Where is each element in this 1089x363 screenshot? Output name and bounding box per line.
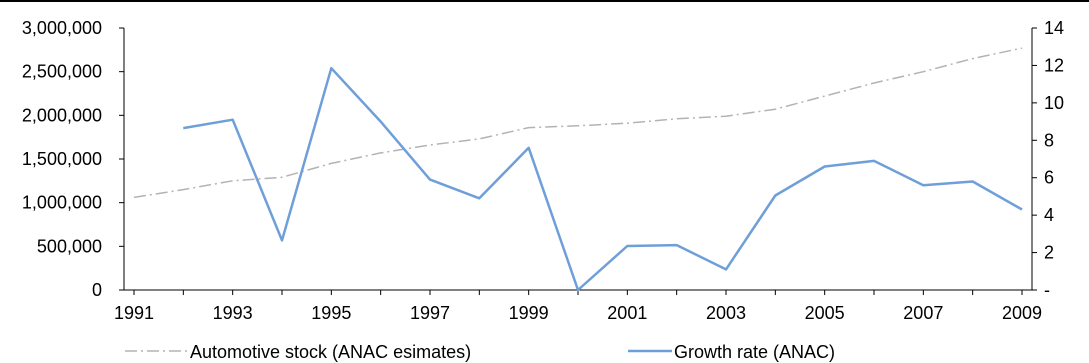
right-tick-label: 6 bbox=[1044, 168, 1054, 188]
x-tick-label: 1993 bbox=[213, 303, 253, 323]
x-tick-label: 2007 bbox=[903, 303, 943, 323]
left-tick-label: 3,000,000 bbox=[22, 18, 102, 38]
x-tick-label: 1995 bbox=[311, 303, 351, 323]
x-tick-label: 2003 bbox=[706, 303, 746, 323]
right-tick-label: 10 bbox=[1044, 93, 1064, 113]
left-tick-label: 1,000,000 bbox=[22, 193, 102, 213]
x-axis-ticks: 1991 1993 1995 1997 1999 2001 2003 2005 2007 2009 bbox=[114, 290, 1042, 323]
series-line-automotive-stock bbox=[133, 47, 1023, 199]
left-tick-label: 2,000,000 bbox=[22, 105, 102, 125]
x-tick-label: 1991 bbox=[114, 303, 154, 323]
right-axis-ticks: - 2 4 6 8 10 12 14 bbox=[1032, 18, 1064, 300]
right-tick-label: 14 bbox=[1044, 18, 1064, 38]
left-tick-label: 500,000 bbox=[37, 236, 102, 256]
right-tick-label: 4 bbox=[1044, 205, 1054, 225]
left-tick-label: 1,500,000 bbox=[22, 149, 102, 169]
left-axis-ticks: 0 500,000 1,000,000 1,500,000 2,000,000 2,500… bbox=[22, 18, 124, 300]
series-layer bbox=[133, 47, 1023, 292]
x-tick-label: 2001 bbox=[607, 303, 647, 323]
x-tick-label: 1999 bbox=[509, 303, 549, 323]
series-line-growth-rate bbox=[183, 66, 1023, 292]
right-tick-label: 2 bbox=[1044, 243, 1054, 263]
legend: Automotive stock (ANAC esimates) Growth … bbox=[125, 342, 835, 362]
x-tick-label: 2009 bbox=[1002, 303, 1042, 323]
x-tick-label: 2005 bbox=[805, 303, 845, 323]
legend-label-automotive-stock: Automotive stock (ANAC esimates) bbox=[190, 342, 471, 362]
right-tick-label: 8 bbox=[1044, 130, 1054, 150]
right-tick-label: - bbox=[1044, 280, 1050, 300]
left-tick-label: 2,500,000 bbox=[22, 62, 102, 82]
legend-label-growth-rate: Growth rate (ANAC) bbox=[674, 342, 835, 362]
left-tick-label: 0 bbox=[92, 280, 102, 300]
right-tick-label: 12 bbox=[1044, 55, 1064, 75]
x-tick-label: 1997 bbox=[410, 303, 450, 323]
